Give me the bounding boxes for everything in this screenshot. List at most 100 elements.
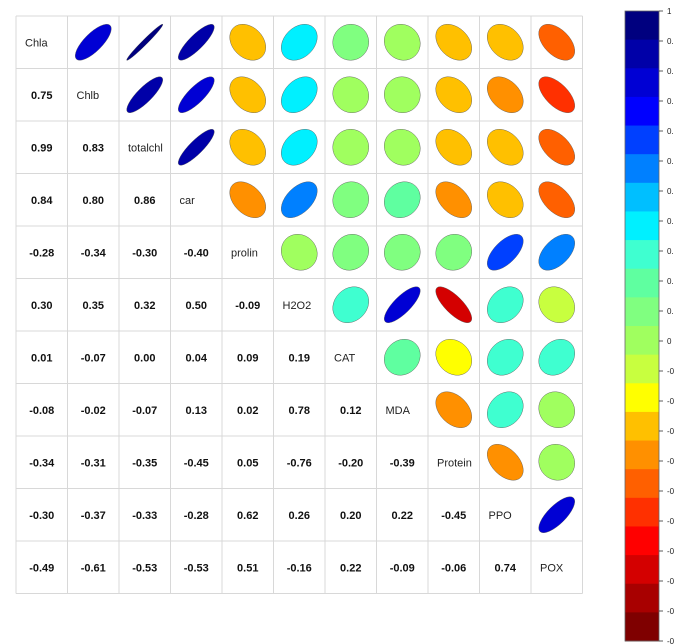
variable-label: Protein: [437, 457, 472, 469]
correlation-value: -0.53: [132, 562, 157, 574]
colorbar-segment: [625, 383, 659, 413]
colorbar: 1 0. 0. 0. 0. 0. 0. 0. 0. 0. 0. 0 -0 -0 -0 -0 -0 -0 -0 -0 -0…: [624, 7, 675, 644]
correlation-value: 0.30: [31, 300, 52, 312]
correlation-value: -0.76: [287, 457, 312, 469]
colorbar-tick-label: -0: [667, 607, 675, 616]
ellipse-car-prolin: [229, 181, 266, 218]
colorbar-segment: [625, 11, 659, 41]
colorbar-tick-label: -0: [667, 637, 675, 644]
correlation-value: 0.22: [340, 562, 361, 574]
correlation-value: 0.22: [392, 510, 413, 522]
variable-label: POX: [540, 562, 564, 574]
colorbar-segment: [625, 612, 659, 642]
correlation-value: -0.45: [441, 510, 466, 522]
ellipse-car-cat: [332, 181, 369, 218]
correlation-value: 0.12: [340, 405, 361, 417]
correlation-value: 0.00: [134, 352, 155, 364]
ellipse-chlb-prolin: [229, 76, 266, 113]
variable-label: H2O2: [283, 300, 312, 312]
ellipse-totalchl-car: [178, 129, 215, 166]
correlation-value: 0.04: [186, 352, 208, 364]
ellipse-prolin-ppo: [487, 234, 524, 271]
variable-label: Chla: [25, 37, 49, 49]
correlation-value: 0.83: [83, 142, 104, 154]
ellipse-chla-h2o2: [281, 24, 318, 61]
correlation-value: 0.20: [340, 510, 361, 522]
ellipse-chla-protein: [435, 24, 472, 61]
correlation-value: -0.39: [390, 457, 415, 469]
correlation-value: 0.50: [186, 300, 207, 312]
ellipse-cat-pox: [538, 339, 575, 376]
colorbar-segment: [625, 125, 659, 155]
ellipse-totalchl-pox: [538, 129, 575, 166]
correlation-value: -0.30: [29, 510, 54, 522]
correlation-value: -0.30: [132, 247, 157, 259]
correlation-value: -0.49: [29, 562, 54, 574]
colorbar-tick-label: 0.: [667, 277, 674, 286]
variable-label: MDA: [386, 405, 411, 417]
ellipse-cat-protein: [435, 339, 472, 376]
colorbar-tick-label: -0: [667, 367, 675, 376]
ellipse-cat-mda: [384, 339, 421, 376]
colorbar-segment: [625, 182, 659, 212]
correlation-value: -0.61: [81, 562, 106, 574]
correlation-value: 0.62: [237, 510, 258, 522]
ellipse-car-pox: [538, 181, 575, 218]
colorbar-segment: [625, 39, 659, 69]
correlation-value: -0.09: [235, 300, 260, 312]
correlation-value: 0.75: [31, 90, 52, 102]
ellipse-totalchl-mda: [384, 129, 421, 166]
ellipse-car-mda: [384, 181, 421, 218]
correlation-value: 0.99: [31, 142, 52, 154]
correlation-value: 0.78: [289, 405, 310, 417]
colorbar-segment: [625, 297, 659, 327]
correlation-value: -0.35: [132, 457, 157, 469]
colorbar-tick-label: -0: [667, 577, 675, 586]
ellipse-chlb-mda: [384, 76, 421, 113]
ellipse-h2o2-mda: [384, 286, 421, 323]
ellipse-h2o2-pox: [538, 286, 575, 323]
variable-label: car: [180, 195, 196, 207]
correlation-value: 0.51: [237, 562, 258, 574]
upper-ellipses: [75, 23, 575, 533]
variable-label: Chlb: [77, 90, 100, 102]
correlation-value: -0.31: [81, 457, 106, 469]
ellipse-car-h2o2: [281, 181, 318, 218]
grid-lines: [15, 15, 583, 594]
ellipse-chlb-protein: [435, 76, 472, 113]
colorbar-tick-label: 0.: [667, 307, 674, 316]
correlation-value: 0.26: [289, 510, 310, 522]
correlation-value: -0.02: [81, 405, 106, 417]
colorbar-segment: [625, 240, 659, 270]
colorbar-segment: [625, 411, 659, 442]
colorbar-tick-label: 0.: [667, 37, 674, 46]
cell-labels: Chla Chlb 0.75 totalchl 0.99 0.83 car 0.84 0.80 0…: [25, 37, 564, 574]
colorbar-tick-label: -0: [667, 517, 675, 526]
ellipse-totalchl-protein: [435, 129, 472, 166]
ellipse-prolin-cat: [332, 234, 369, 271]
ellipse-chla-car: [178, 24, 215, 61]
ellipse-chla-prolin: [229, 24, 266, 61]
colorbar-segment: [625, 469, 659, 499]
colorbar-segment: [625, 583, 659, 613]
colorbar-tick-label: 0.: [667, 97, 674, 106]
variable-label: totalchl: [128, 142, 163, 154]
ellipse-chla-mda: [384, 24, 421, 61]
ellipse-totalchl-h2o2: [281, 129, 318, 166]
correlation-value: 0.01: [31, 352, 52, 364]
ellipse-chlb-ppo: [487, 76, 524, 113]
ellipse-chlb-h2o2: [281, 76, 318, 113]
colorbar-segment: [625, 440, 659, 470]
correlation-value: -0.34: [81, 247, 107, 259]
colorbar-tick-label: -0: [667, 547, 675, 556]
correlation-value: -0.37: [81, 510, 106, 522]
colorbar-tick-label: 1: [667, 7, 672, 16]
colorbar-tick-label: 0: [667, 337, 672, 346]
ellipse-h2o2-cat: [332, 286, 369, 323]
correlation-value: 0.32: [134, 300, 155, 312]
colorbar-tick-label: 0.: [667, 157, 674, 166]
colorbar-segment: [625, 96, 659, 127]
correlation-value: 0.02: [237, 405, 258, 417]
colorbar-segment: [625, 326, 659, 356]
correlation-value: -0.09: [390, 562, 415, 574]
